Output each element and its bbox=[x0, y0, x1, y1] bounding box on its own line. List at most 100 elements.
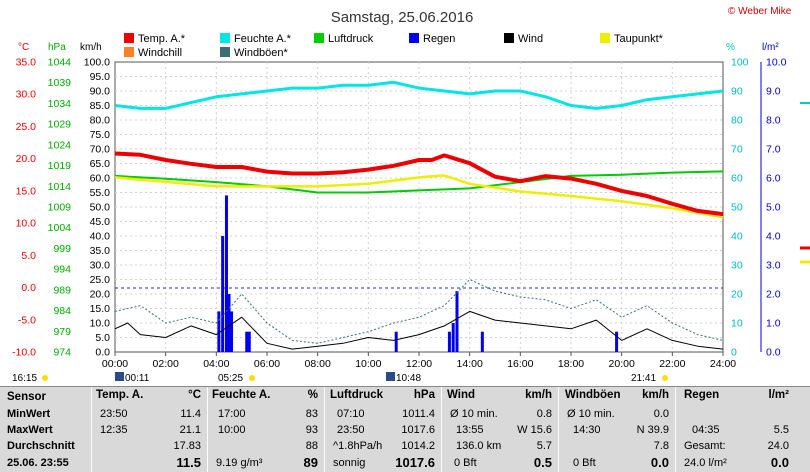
kmh-tick: 45.0 bbox=[90, 216, 111, 228]
statistics-panel: Sensor MinWert MaxWert Durchschnitt 25.0… bbox=[0, 386, 810, 472]
rain-unit: l/m² bbox=[768, 389, 789, 401]
legend-swatch-1 bbox=[220, 33, 230, 43]
pct-tick: 60 bbox=[731, 173, 743, 185]
pressure-max-time: 23:50 bbox=[337, 424, 365, 436]
time-tick: 16:00 bbox=[507, 358, 533, 370]
rain-tick: 10.0 bbox=[766, 57, 787, 69]
pct-tick: 20 bbox=[731, 289, 743, 301]
kmh-tick: 25.0 bbox=[90, 274, 111, 286]
pressure-min: 1011.4 bbox=[402, 408, 435, 420]
wind-line bbox=[114, 310, 724, 350]
rain-tick: 3.0 bbox=[766, 260, 781, 272]
wind-r2b: W 15.6 bbox=[517, 424, 552, 436]
pressure-avg: 1014.2 bbox=[401, 440, 435, 452]
copyright-label: © Weber Mike bbox=[728, 6, 792, 17]
hpa-tick: 989 bbox=[53, 284, 71, 296]
sun-time-2: 00:11 bbox=[125, 373, 150, 384]
pct-unit-label: % bbox=[726, 42, 735, 53]
wind-r3a: 136.0 km bbox=[456, 440, 502, 452]
humidity-header: Feuchte A. bbox=[212, 389, 271, 401]
sunset-icon bbox=[662, 375, 668, 381]
legend-label-6: Windchill bbox=[138, 47, 182, 59]
kmh-tick: 75.0 bbox=[90, 129, 111, 141]
pct-tick: 70 bbox=[731, 144, 743, 156]
time-tick: 12:00 bbox=[406, 358, 432, 370]
kmh-tick: 55.0 bbox=[90, 187, 111, 199]
temp-tick: 10.0 bbox=[16, 218, 37, 230]
wind-unit: km/h bbox=[525, 389, 552, 401]
gust-header: Windböen bbox=[565, 389, 621, 401]
sunset-time: 21:41 bbox=[631, 373, 656, 384]
kmh-tick: 30.0 bbox=[90, 260, 111, 272]
legend-label-2: Luftdruck bbox=[328, 33, 374, 45]
kmh-tick: 50.0 bbox=[90, 202, 111, 214]
pct-tick: 50 bbox=[731, 202, 743, 214]
moon-icon-2 bbox=[386, 372, 395, 381]
gust-r2b: N 39.9 bbox=[636, 424, 669, 436]
stats-wind: Wind km/h Ø 10 min. 0.8 13:55 W 15.6 136… bbox=[441, 387, 558, 472]
temp-tick: 0.0 bbox=[21, 282, 36, 294]
stats-pressure: Luftdruck hPa 07:10 1011.4 23:50 1017.6 … bbox=[324, 387, 441, 472]
sunrise-time: 05:25 bbox=[218, 373, 243, 384]
time-tick: 22:00 bbox=[659, 358, 685, 370]
rain-r3a: Gesamt: bbox=[684, 440, 726, 452]
gust-r3b: 7.8 bbox=[653, 440, 669, 452]
temp-max-time: 12:35 bbox=[100, 424, 128, 436]
rain-tick: 8.0 bbox=[766, 115, 781, 127]
pct-tick: 30 bbox=[731, 260, 743, 272]
legend: Temp. A.* Feuchte A.* Luftdruck Regen Wind Ta… bbox=[124, 33, 664, 59]
sun-markers: 16:15 00:11 05:25 10:48 21:41 bbox=[12, 372, 668, 384]
kmh-tick: 60.0 bbox=[90, 173, 111, 185]
temp-tick: 25.0 bbox=[16, 121, 37, 133]
legend-swatch-2 bbox=[314, 33, 324, 43]
dewpoint-line bbox=[114, 174, 724, 219]
hpa-tick: 1019 bbox=[48, 160, 72, 172]
stats-humidity: Feuchte A. % 17:00 83 10:00 93 88 9.19 g… bbox=[207, 387, 324, 472]
legend-label-4: Wind bbox=[518, 33, 543, 45]
legend-label-7: Windböen* bbox=[234, 47, 289, 59]
pressure-min-time: 07:10 bbox=[337, 408, 365, 420]
temp-max: 21.1 bbox=[179, 424, 201, 436]
sun-time-1: 16:15 bbox=[12, 373, 37, 384]
rain-bar bbox=[447, 331, 451, 352]
temp-min-time: 23:50 bbox=[100, 408, 128, 420]
rain-tick: 7.0 bbox=[766, 144, 781, 156]
hpa-tick: 999 bbox=[53, 243, 71, 255]
temp-tick: -10.0 bbox=[12, 347, 36, 359]
rain-header: Regen bbox=[684, 389, 720, 401]
rain-bar bbox=[455, 291, 459, 352]
kmh-tick: 10.0 bbox=[90, 318, 111, 330]
legend-swatch-6 bbox=[124, 47, 134, 57]
kmh-tick: 5.0 bbox=[95, 332, 110, 344]
kmh-tick: 35.0 bbox=[90, 245, 111, 257]
rain-tick: 1.0 bbox=[766, 318, 781, 330]
temp-unit-label: °C bbox=[18, 42, 29, 53]
legend-label-3: Regen bbox=[423, 33, 455, 45]
temp-header: Temp. A. bbox=[96, 389, 144, 401]
hpa-tick: 1024 bbox=[48, 139, 72, 151]
time-tick: 10:00 bbox=[355, 358, 381, 370]
kmh-tick: 100.0 bbox=[84, 57, 110, 69]
rain-bar bbox=[451, 323, 455, 352]
avg-label: Durchschnitt bbox=[7, 440, 75, 452]
temp-unit: °C bbox=[188, 389, 201, 401]
pressure-line bbox=[114, 170, 724, 194]
time-tick: 20:00 bbox=[609, 358, 635, 370]
rain-tick: 5.0 bbox=[766, 202, 781, 214]
legend-swatch-0 bbox=[124, 33, 134, 43]
temp-tick: 30.0 bbox=[16, 89, 37, 101]
temp-avg: 17.83 bbox=[173, 440, 201, 452]
time-tick: 08:00 bbox=[305, 358, 331, 370]
pressure-now: 1017.6 bbox=[395, 455, 435, 470]
kmh-tick: 95.0 bbox=[90, 71, 111, 83]
kmh-tick: 40.0 bbox=[90, 231, 111, 243]
legend-swatch-5 bbox=[600, 33, 610, 43]
chart-title: Samstag, 25.06.2016 bbox=[331, 9, 474, 26]
humidity-min-time: 17:00 bbox=[218, 408, 246, 420]
humidity-max: 93 bbox=[305, 424, 318, 436]
stats-rain: Regen l/m² 04:35 5.5 Gesamt: 24.0 24.0 l… bbox=[675, 387, 795, 472]
rain-tick: 9.0 bbox=[766, 86, 781, 98]
pct-tick: 90 bbox=[731, 86, 743, 98]
rain-bar bbox=[247, 331, 251, 352]
humidity-max-time: 10:00 bbox=[218, 424, 246, 436]
